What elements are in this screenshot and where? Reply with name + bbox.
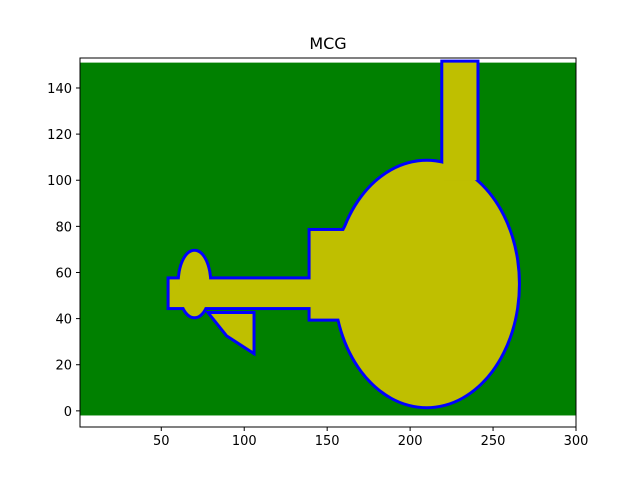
x-tick-label: 250 (481, 434, 506, 449)
x-axis: 50 100 150 200 250 300 (153, 427, 588, 449)
object-shape (310, 230, 427, 319)
plot-frame (79, 57, 577, 428)
y-tick-label: 80 (55, 220, 72, 235)
y-tick-label: 20 (55, 359, 72, 374)
object-shape (211, 313, 253, 351)
object-shape (343, 207, 364, 231)
y-tick-label: 0 (64, 405, 72, 420)
x-tick-label: 300 (564, 434, 589, 449)
x-tick-label: 200 (398, 434, 423, 449)
y-tick-label: 120 (47, 128, 72, 143)
y-tick-label: 40 (55, 313, 72, 328)
x-tick-label: 150 (315, 434, 340, 449)
x-tick-label: 100 (232, 434, 257, 449)
object-shape (443, 62, 477, 181)
y-tick-label: 140 (47, 82, 72, 97)
y-tick-label: 60 (55, 266, 72, 281)
y-axis: 0 20 40 60 80 100 120 140 (47, 82, 80, 420)
y-tick-label: 100 (47, 174, 72, 189)
object-shape (179, 251, 210, 317)
chart-title: MCG (309, 34, 346, 53)
plot-area (80, 59, 576, 416)
x-tick-label: 50 (153, 434, 170, 449)
